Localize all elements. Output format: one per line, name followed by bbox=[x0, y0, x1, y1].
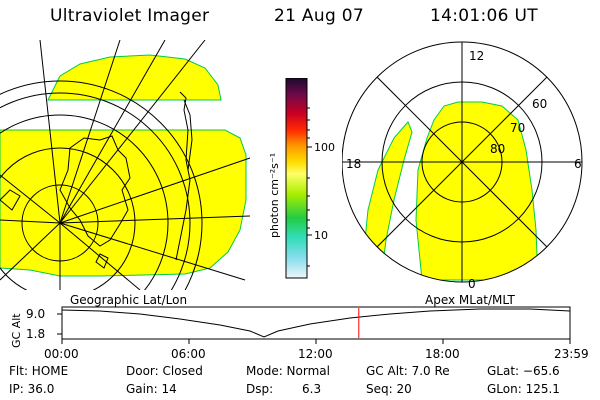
info-seq: Seq: 20 bbox=[366, 382, 412, 396]
info-door: Door: Closed bbox=[126, 364, 203, 378]
geographic-image-panel bbox=[0, 40, 251, 290]
polar-mlt-18: 18 bbox=[346, 157, 361, 171]
altitude-curve bbox=[61, 308, 571, 338]
timeline-tick-1200: 12:00 bbox=[298, 347, 333, 361]
altitude-timeline: GC Alt 9.0 1.8 bbox=[10, 306, 571, 348]
info-flight: Flt: HOME bbox=[9, 364, 69, 378]
info-dsp-value: 6.3 bbox=[302, 382, 322, 396]
polar-mlt-12: 12 bbox=[469, 49, 484, 63]
info-ip: IP: 36.0 bbox=[9, 382, 55, 396]
info-gain: Gain: 14 bbox=[126, 382, 177, 396]
polar-lat-80: 80 bbox=[490, 142, 505, 156]
timeline-axis-label: GC Alt bbox=[10, 313, 23, 348]
timeline-tick-0600: 06:00 bbox=[171, 347, 206, 361]
uv-emission-main bbox=[0, 129, 247, 277]
polar-lat-70: 70 bbox=[510, 121, 525, 135]
timeline-y-low: 1.8 bbox=[26, 327, 45, 341]
colorbar-unit-label: photon cm⁻²s⁻¹ bbox=[268, 153, 281, 238]
info-glon: GLon: 125.1 bbox=[487, 382, 560, 396]
apex-panel-label: Apex MLat/MLT bbox=[425, 293, 515, 307]
timeline-tick-1800: 18:00 bbox=[425, 347, 460, 361]
polar-mlt-panel: 60 70 80 12 18 6 0 bbox=[342, 41, 583, 290]
header-date: 21 Aug 07 bbox=[274, 6, 364, 26]
polar-lat-60: 60 bbox=[532, 97, 547, 111]
colorbar: 100 10 photon cm⁻²s⁻¹ bbox=[268, 78, 335, 279]
app-title: Ultraviolet Imager bbox=[50, 6, 210, 26]
coastline bbox=[0, 91, 193, 269]
info-mode: Mode: Normal bbox=[246, 364, 330, 378]
polar-mlt-6: 6 bbox=[574, 157, 582, 171]
header-time: 14:01:06 UT bbox=[430, 6, 538, 26]
geographic-panel-label: Geographic Lat/Lon bbox=[70, 293, 188, 307]
info-gc-alt: GC Alt: 7.0 Re bbox=[366, 364, 450, 378]
uv-emission-top bbox=[47, 54, 222, 101]
info-dsp-label: Dsp: bbox=[246, 382, 274, 396]
info-glat: GLat: −65.6 bbox=[487, 364, 560, 378]
colorbar-tick-high: 100 bbox=[314, 141, 335, 154]
uv-emission-left-arc bbox=[363, 121, 413, 273]
timeline-tick-2359: 23:59 bbox=[554, 347, 589, 361]
polar-mlt-0: 0 bbox=[468, 277, 476, 290]
timeline-tick-0000: 00:00 bbox=[44, 347, 79, 361]
colorbar-tick-low: 10 bbox=[314, 229, 328, 242]
timeline-y-high: 9.0 bbox=[26, 307, 45, 321]
